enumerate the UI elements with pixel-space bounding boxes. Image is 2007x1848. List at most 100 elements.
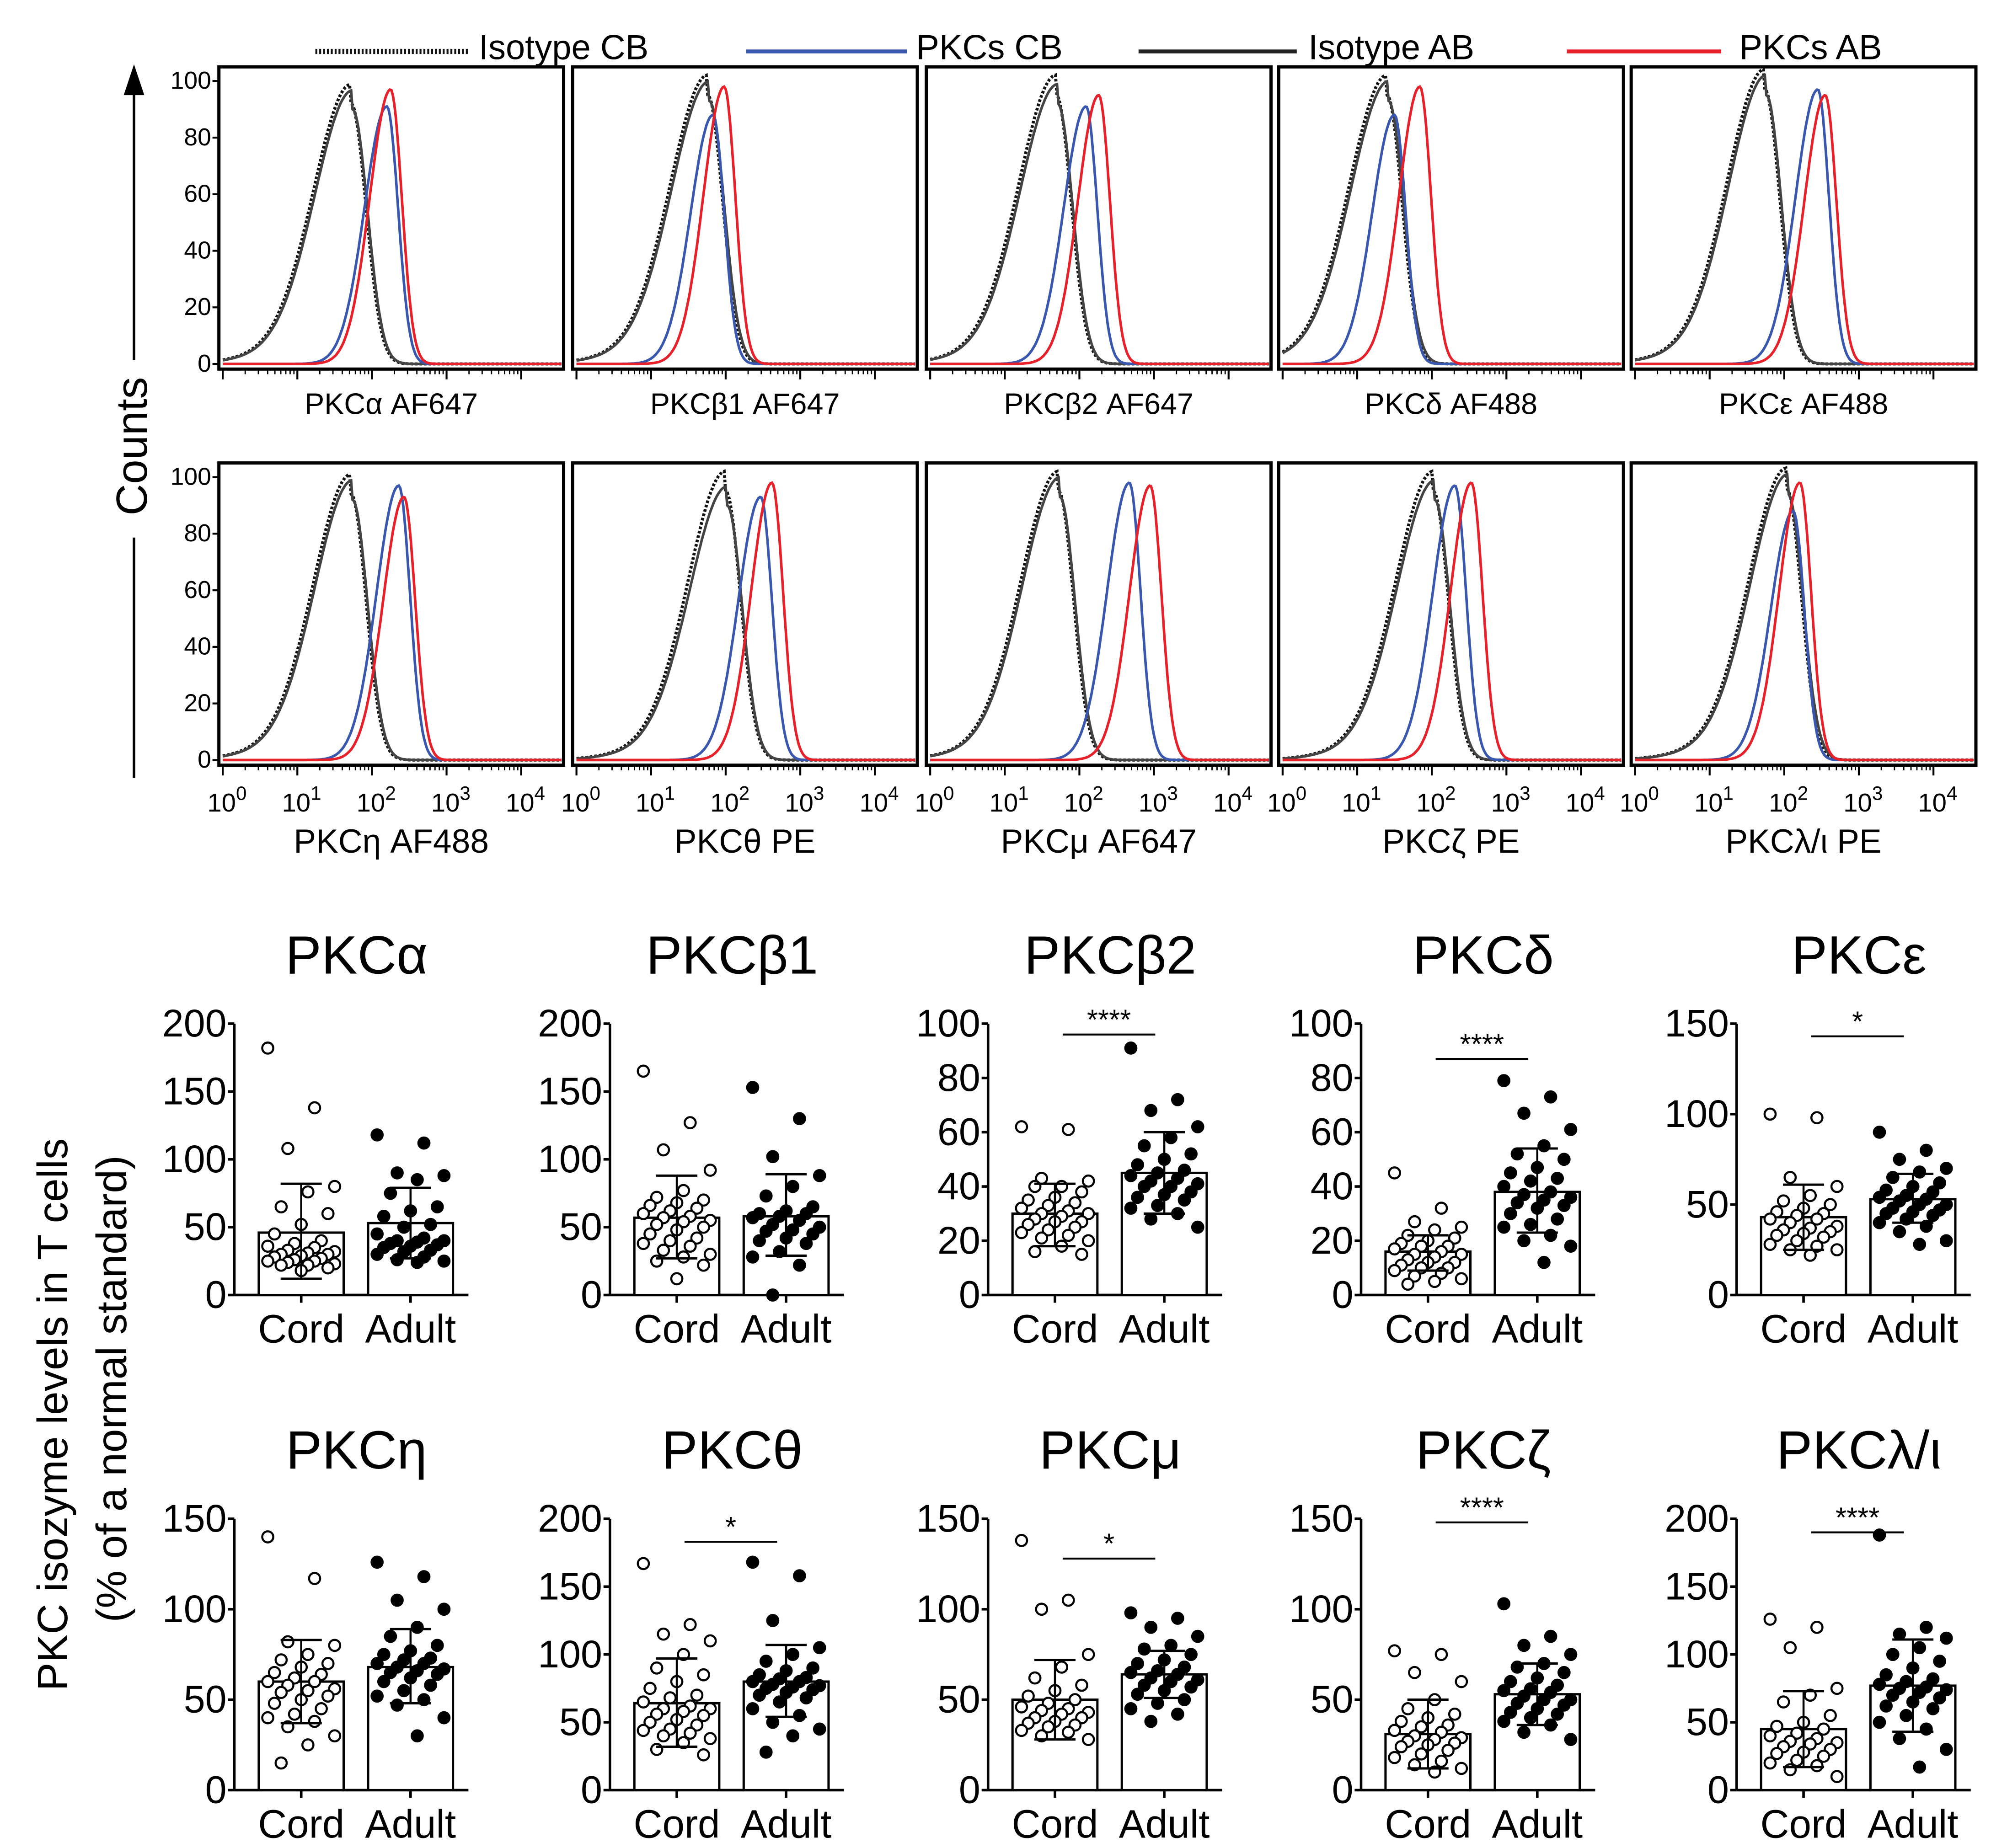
legend-label: Isotype CB	[479, 28, 648, 67]
data-point-adult	[813, 1169, 826, 1182]
data-point-adult	[759, 1655, 773, 1668]
data-point-cord	[1061, 1593, 1075, 1607]
data-point-cord	[1081, 1733, 1095, 1746]
data-point-adult	[1164, 1639, 1178, 1652]
data-point-adult	[1171, 1612, 1184, 1625]
data-point-adult	[1524, 1174, 1537, 1188]
significance-label: *	[725, 1512, 736, 1543]
data-point-adult	[773, 1245, 786, 1258]
data-point-cord	[1455, 1675, 1468, 1688]
legend-label: PKCs CB	[916, 28, 1063, 67]
y-tick-label: 40	[937, 1164, 980, 1207]
histogram-curve-iso-ab	[1282, 79, 1622, 365]
bar-chart-2: PKCβ2 0 20 40 60 80 100 Cord Adult ****	[916, 925, 1222, 1351]
x-category-label: Cord	[1012, 1307, 1098, 1351]
x-tick-label: 102	[1416, 783, 1456, 817]
y-tick-label: 40	[1311, 1164, 1354, 1207]
data-point-adult	[1184, 1648, 1198, 1661]
data-point-cord	[697, 1709, 710, 1722]
data-point-adult	[1184, 1147, 1198, 1161]
counts-axis-label: Counts	[107, 377, 156, 516]
data-point-cord	[690, 1231, 704, 1245]
data-point-cord	[1455, 1220, 1468, 1234]
data-point-cord	[1015, 1202, 1028, 1215]
data-point-cord	[1061, 1725, 1075, 1739]
data-point-cord	[288, 1707, 301, 1721]
y-tick-label: 150	[1289, 1497, 1354, 1540]
histogram-x-label: PKCλ/ι PE	[1725, 823, 1881, 860]
histogram-curve-pkc-ab	[1282, 481, 1622, 762]
y-tick-label: 100	[1289, 1002, 1354, 1045]
y-tick-label: 60	[184, 181, 211, 208]
data-point-adult	[1504, 1166, 1517, 1180]
data-point-cord	[1790, 1234, 1804, 1248]
histogram-curve-pkc-ab	[223, 88, 562, 365]
y-tick-label: 0	[959, 1768, 980, 1811]
bar-chart-title: PKCη	[286, 1420, 427, 1480]
data-point-cord	[1414, 1747, 1428, 1761]
data-point-adult	[1893, 1732, 1906, 1746]
data-point-adult	[1873, 1191, 1886, 1204]
data-point-adult	[391, 1166, 404, 1180]
data-point-adult	[793, 1258, 806, 1272]
y-tick-label: 20	[937, 1219, 980, 1262]
y-tick-label: 80	[1311, 1056, 1354, 1099]
histogram-frame	[1277, 461, 1625, 767]
histogram-panel: 0 20 40 60 80 100 PKCα AF647	[171, 65, 566, 421]
data-point-cord	[274, 1686, 288, 1699]
data-point-adult	[397, 1684, 411, 1698]
data-point-cord	[643, 1682, 657, 1695]
x-tick-label: 102	[1064, 783, 1103, 817]
y-tick-label: 60	[1311, 1111, 1354, 1154]
data-point-cord	[1810, 1212, 1824, 1226]
significance-label: ****	[1087, 1004, 1131, 1036]
histogram-x-label: PKCε AF488	[1719, 387, 1888, 421]
data-point-cord	[1434, 1202, 1448, 1215]
histogram-curve-iso-cb	[222, 472, 562, 762]
y-tick-label: 50	[559, 1700, 602, 1743]
data-point-cord	[1455, 1248, 1468, 1261]
data-point-adult	[1504, 1675, 1517, 1688]
data-point-cord	[268, 1666, 281, 1679]
y-tick-label: 150	[1664, 1002, 1729, 1045]
data-point-cord	[690, 1688, 704, 1702]
data-point-adult	[1564, 1239, 1578, 1253]
x-tick-label: 104	[1918, 783, 1957, 817]
data-point-cord	[637, 1064, 650, 1078]
x-category-label: Adult	[1868, 1802, 1959, 1846]
data-point-adult	[384, 1666, 397, 1679]
data-point-adult	[746, 1555, 760, 1569]
data-point-adult	[384, 1186, 397, 1200]
x-category-label: Cord	[258, 1802, 344, 1846]
data-point-cord	[683, 1116, 697, 1129]
data-point-adult	[1564, 1191, 1578, 1204]
data-point-adult	[1920, 1620, 1933, 1634]
data-point-cord	[1075, 1678, 1088, 1692]
histogram-panel: PKCε AF488	[1629, 65, 1978, 421]
data-point-cord	[1770, 1720, 1783, 1733]
bar-chart-title: PKCα	[285, 925, 428, 985]
x-category-label: Adult	[1119, 1307, 1210, 1351]
data-point-cord	[697, 1258, 710, 1272]
data-point-cord	[1055, 1661, 1068, 1674]
x-category-label: Adult	[741, 1802, 832, 1846]
x-category-label: Adult	[741, 1307, 832, 1351]
data-point-adult	[1926, 1702, 1940, 1715]
x-tick-label: 101	[1694, 783, 1734, 817]
data-point-adult	[1939, 1234, 1953, 1248]
data-point-cord	[703, 1634, 717, 1648]
y-tick-label: 100	[162, 1138, 227, 1180]
data-point-adult	[806, 1227, 819, 1241]
data-point-adult	[1171, 1093, 1184, 1106]
x-tick-label: 100	[915, 783, 954, 817]
data-point-cord	[697, 1668, 710, 1682]
data-point-cord	[677, 1215, 690, 1228]
legend: Isotype CB PKCs CB Isotype AB PKCs AB	[315, 28, 1882, 67]
y-tick-label: 80	[184, 124, 211, 151]
data-point-cord	[637, 1724, 650, 1737]
y-tick-label: 150	[916, 1497, 980, 1540]
data-point-cord	[1783, 1170, 1797, 1184]
histogram-curve-pkc-cb	[930, 481, 1269, 762]
